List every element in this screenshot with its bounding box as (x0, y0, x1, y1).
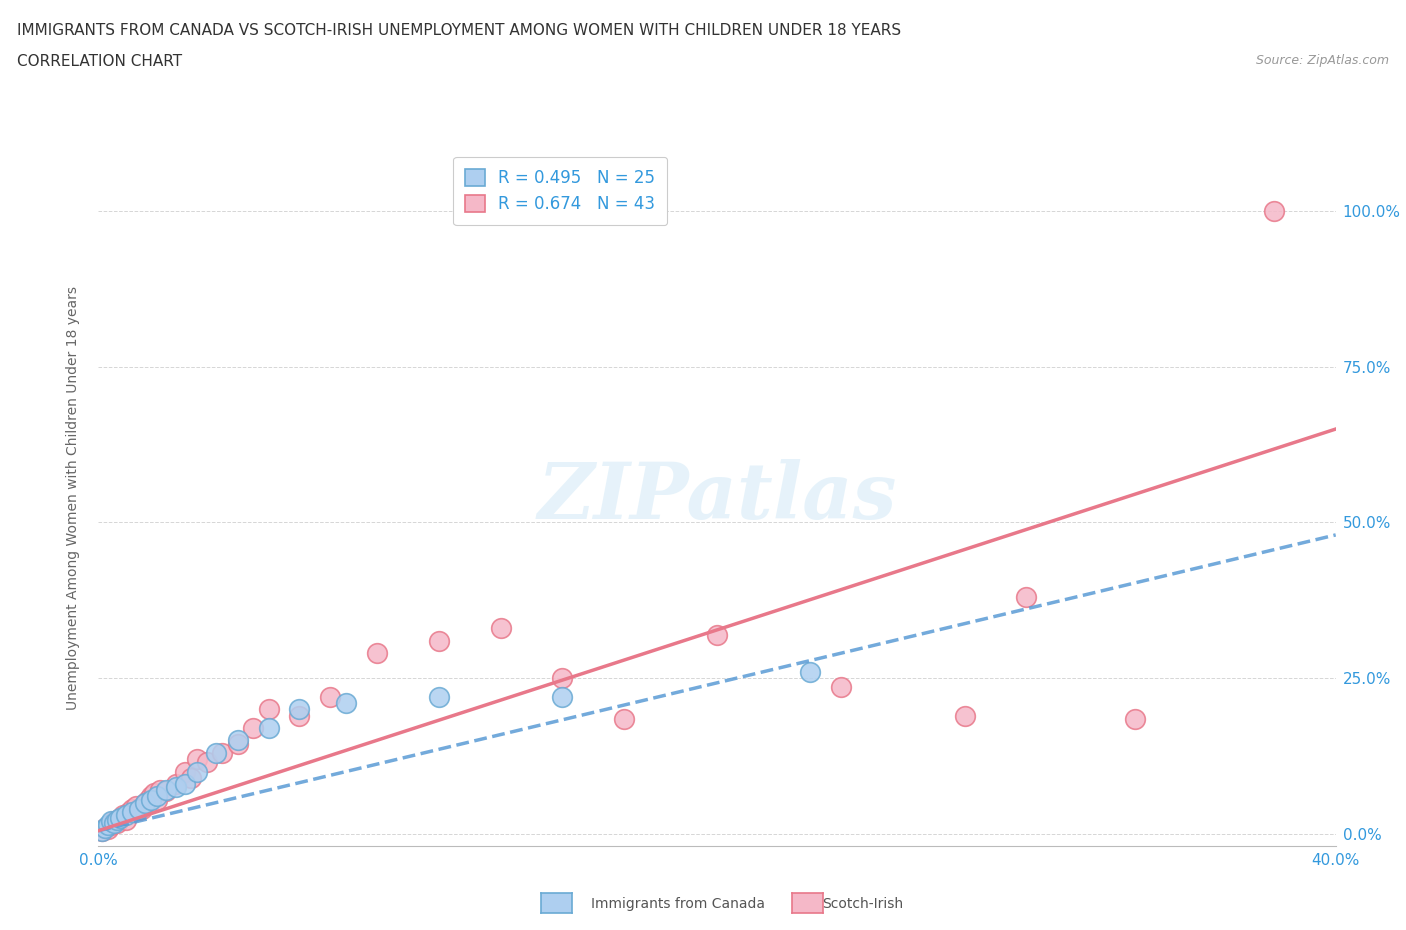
Point (195, 755, 218, 770)
Point (139, 789, 162, 804)
Point (257, 721, 280, 736)
Point (226, 733, 249, 748)
Point (124, 798, 146, 813)
Text: IMMIGRANTS FROM CANADA VS SCOTCH-IRISH UNEMPLOYMENT AMONG WOMEN WITH CHILDREN UN: IMMIGRANTS FROM CANADA VS SCOTCH-IRISH U… (17, 23, 901, 38)
Point (128, 802, 150, 817)
Text: ZIPatlas: ZIPatlas (537, 459, 897, 536)
Point (131, 802, 153, 817)
Point (366, 645, 388, 660)
Point (118, 804, 141, 819)
Point (799, 665, 821, 680)
Point (103, 814, 125, 829)
Text: Source: ZipAtlas.com: Source: ZipAtlas.com (1256, 54, 1389, 67)
Point (105, 813, 128, 828)
Point (128, 803, 150, 817)
Text: Immigrants from Canada: Immigrants from Canada (591, 897, 765, 911)
Point (134, 795, 156, 810)
Point (100, 814, 122, 829)
Point (108, 811, 131, 826)
Point (242, 721, 264, 736)
Point (112, 808, 135, 823)
Point (288, 708, 311, 723)
Point (830, 680, 852, 695)
Point (93, 820, 115, 835)
Point (427, 633, 450, 648)
Y-axis label: Unemployment Among Women with Children Under 18 years: Unemployment Among Women with Children U… (66, 286, 80, 710)
Point (165, 779, 187, 794)
Point (97, 821, 120, 836)
Point (1015, 590, 1038, 604)
Point (288, 702, 311, 717)
Point (551, 689, 574, 704)
Point (335, 696, 357, 711)
Point (489, 621, 512, 636)
Point (143, 786, 166, 801)
Text: CORRELATION CHART: CORRELATION CHART (17, 54, 181, 69)
Point (121, 804, 143, 819)
Point (186, 764, 208, 779)
Point (551, 671, 574, 685)
Point (953, 708, 976, 723)
Point (186, 751, 208, 766)
Point (139, 792, 162, 807)
Point (90, 823, 112, 838)
Point (115, 813, 138, 828)
Point (257, 702, 280, 717)
Point (100, 817, 122, 832)
Point (97, 817, 120, 832)
Text: Scotch-Irish: Scotch-Irish (823, 897, 904, 911)
Point (90, 823, 112, 838)
Point (155, 783, 177, 798)
Point (103, 816, 125, 830)
Point (165, 777, 187, 791)
Point (1123, 711, 1146, 726)
Point (205, 746, 228, 761)
Point (706, 627, 728, 642)
Point (134, 795, 156, 810)
Point (146, 789, 169, 804)
Point (174, 764, 197, 779)
Point (155, 784, 177, 799)
Point (319, 689, 342, 704)
Point (427, 689, 450, 704)
Point (149, 783, 172, 798)
Point (146, 792, 169, 807)
Point (211, 746, 233, 761)
Point (1263, 204, 1285, 219)
Point (613, 711, 636, 726)
Point (115, 808, 138, 823)
Point (93, 820, 115, 835)
Point (180, 770, 202, 785)
Legend: R = 0.495   N = 25, R = 0.674   N = 43: R = 0.495 N = 25, R = 0.674 N = 43 (453, 157, 666, 225)
Point (108, 811, 131, 826)
Point (121, 802, 143, 817)
Point (105, 816, 128, 830)
Point (174, 777, 197, 791)
Point (226, 737, 249, 751)
Point (136, 792, 159, 807)
